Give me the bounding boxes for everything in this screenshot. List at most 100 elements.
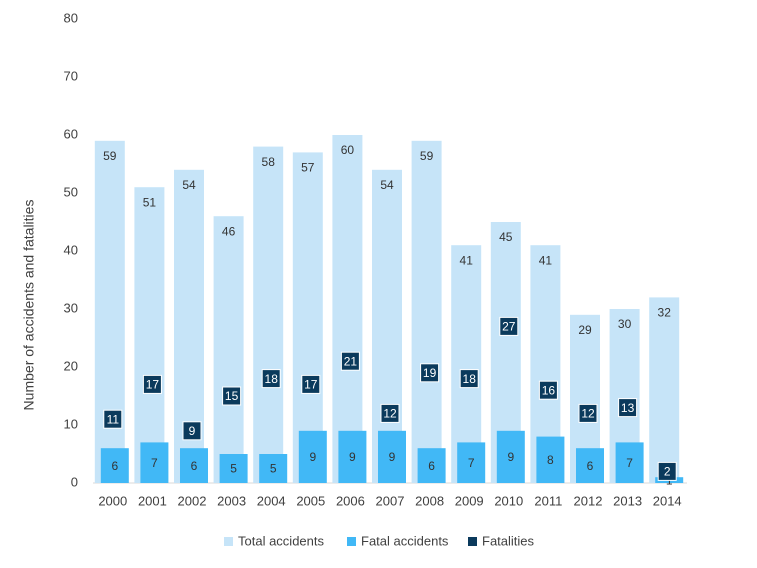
total-bar xyxy=(411,140,442,484)
fatalities-box xyxy=(538,380,558,400)
fatalities-label: 12 xyxy=(581,407,595,421)
fatal-bar xyxy=(536,436,565,483)
fatalities-box xyxy=(459,369,479,389)
fatalities-marker: 12 xyxy=(578,403,598,423)
fatalities-marker: 21 xyxy=(340,351,360,371)
total-label: 60 xyxy=(341,143,355,157)
fatal-bar xyxy=(576,448,604,483)
fatalities-label: 15 xyxy=(225,389,239,403)
x-tick-label: 2010 xyxy=(494,493,523,508)
fatalities-box xyxy=(103,409,123,429)
fatal-bar xyxy=(259,454,288,483)
y-tick-label: 60 xyxy=(64,126,78,141)
total-label: 58 xyxy=(262,155,276,169)
fatalities-box xyxy=(142,374,162,394)
fatal-bar xyxy=(378,430,406,483)
fatalities-box xyxy=(578,403,598,423)
fatal-label: 7 xyxy=(151,456,158,470)
y-tick-label: 30 xyxy=(64,300,78,315)
fatalities-marker: 18 xyxy=(261,369,281,389)
fatalities-label: 12 xyxy=(383,407,397,421)
x-tick-label: 2013 xyxy=(613,493,642,508)
fatalities-label: 2 xyxy=(664,465,671,479)
legend-swatch xyxy=(347,537,356,546)
legend-label: Fatalities xyxy=(482,533,535,548)
x-tick-label: 2007 xyxy=(376,493,405,508)
total-bar xyxy=(253,146,284,483)
x-tick-label: 2000 xyxy=(98,493,127,508)
total-label: 54 xyxy=(380,178,394,192)
fatalities-label: 21 xyxy=(344,354,358,368)
total-label: 29 xyxy=(578,323,592,337)
total-label: 57 xyxy=(301,161,315,175)
fatalities-box xyxy=(182,421,202,441)
total-label: 41 xyxy=(460,253,474,267)
fatalities-marker: 19 xyxy=(420,363,440,383)
fatalities-marker: 12 xyxy=(380,403,400,423)
x-tick-label: 2008 xyxy=(415,493,444,508)
fatalities-label: 27 xyxy=(502,320,516,334)
x-tick-label: 2001 xyxy=(138,493,167,508)
y-tick-label: 80 xyxy=(64,10,78,25)
y-tick-label: 40 xyxy=(64,242,78,257)
x-tick-label: 2006 xyxy=(336,493,365,508)
fatalities-box xyxy=(380,403,400,423)
legend-label: Fatal accidents xyxy=(361,533,449,548)
x-tick-label: 2014 xyxy=(653,493,682,508)
fatalities-label: 18 xyxy=(463,372,477,386)
fatalities-marker: 11 xyxy=(103,409,123,429)
total-label: 59 xyxy=(103,149,117,163)
total-label: 32 xyxy=(658,306,672,320)
total-bar xyxy=(292,152,323,483)
total-bar xyxy=(134,187,165,483)
fatalities-label: 16 xyxy=(542,383,556,397)
y-tick-label: 0 xyxy=(71,474,78,489)
fatalities-marker: 16 xyxy=(538,380,558,400)
fatal-label: 9 xyxy=(349,450,356,464)
fatalities-label: 17 xyxy=(304,378,318,392)
fatal-bar xyxy=(298,430,327,483)
total-bar xyxy=(94,140,125,484)
y-tick-label: 10 xyxy=(64,416,78,431)
fatalities-marker: 17 xyxy=(142,374,162,394)
y-tick-label: 20 xyxy=(64,358,78,373)
total-label: 46 xyxy=(222,224,236,238)
fatal-label: 7 xyxy=(626,456,633,470)
fatal-bar xyxy=(417,448,446,483)
fatal-bar xyxy=(100,448,129,483)
total-label: 30 xyxy=(618,317,632,331)
fatalities-box xyxy=(301,374,321,394)
x-tick-label: 2012 xyxy=(574,493,603,508)
fatalities-label: 17 xyxy=(146,378,160,392)
fatal-bar xyxy=(140,442,169,483)
total-label: 41 xyxy=(539,253,553,267)
fatalities-label: 13 xyxy=(621,401,635,415)
total-label: 54 xyxy=(182,178,196,192)
fatalities-marker: 2 xyxy=(657,461,677,481)
fatalities-box xyxy=(222,386,242,406)
x-tick-label: 2002 xyxy=(178,493,207,508)
fatal-label: 8 xyxy=(547,453,554,467)
fatal-bar xyxy=(338,430,367,483)
fatalities-marker: 13 xyxy=(618,398,638,418)
fatal-label: 9 xyxy=(309,450,316,464)
x-tick-label: 2011 xyxy=(534,493,562,508)
fatalities-box xyxy=(499,316,519,336)
x-tick-label: 2009 xyxy=(455,493,484,508)
fatal-label: 6 xyxy=(587,459,594,473)
legend-swatch xyxy=(224,537,233,546)
fatalities-marker: 17 xyxy=(301,374,321,394)
total-label: 45 xyxy=(499,230,513,244)
fatal-bar xyxy=(219,454,248,483)
total-bar xyxy=(213,216,244,483)
fatalities-marker: 9 xyxy=(182,421,202,441)
fatal-label: 6 xyxy=(428,459,435,473)
fatalities-box xyxy=(657,461,677,481)
fatal-bar xyxy=(180,448,208,483)
fatal-label: 7 xyxy=(468,456,475,470)
y-tick-label: 70 xyxy=(64,68,78,83)
total-bar xyxy=(332,135,363,483)
fatalities-box xyxy=(618,398,638,418)
